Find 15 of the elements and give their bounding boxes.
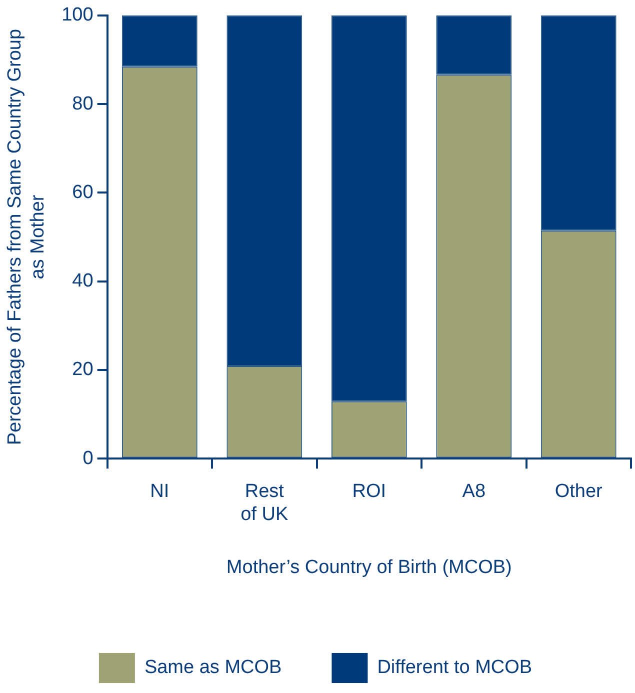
x-tick-label: Other [554, 481, 604, 502]
legend-label: Different to MCOB [377, 657, 532, 678]
y-tick-label: 0 [82, 448, 94, 469]
y-axis-title: Percentage of Fathers from Same Country Group as Mother [4, 28, 48, 446]
y-tick-label: 80 [72, 93, 94, 114]
y-tick-label: 100 [62, 4, 94, 26]
x-tick-label: A8 [462, 481, 486, 502]
y-tick-label: 20 [72, 359, 94, 380]
x-tick-label: NI [150, 481, 170, 502]
x-tick-label: ROI [352, 481, 386, 502]
y-tick-label: 60 [72, 182, 94, 203]
x-tick-label: Rest of UK [240, 481, 288, 526]
y-tick-label: 40 [72, 270, 94, 292]
x-axis-title: Mother’s Country of Birth (MCOB) [226, 556, 512, 578]
legend-label: Same as MCOB [144, 657, 282, 678]
